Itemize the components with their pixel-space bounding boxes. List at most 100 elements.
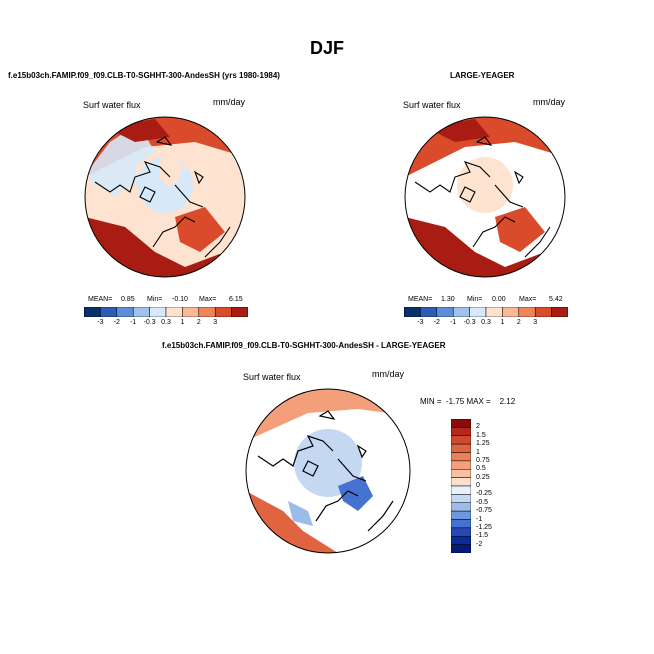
colorbar-swatch bbox=[534, 307, 552, 317]
panel1-units: mm/day bbox=[213, 97, 246, 107]
colorbar-tick-label: -3 bbox=[97, 319, 104, 326]
colorbar-swatch bbox=[214, 307, 232, 317]
colorbar-tick-label: 0.25 bbox=[476, 473, 490, 481]
colorbar-tick-label: -1 bbox=[130, 319, 137, 326]
north-america-field bbox=[87, 129, 155, 197]
colorbar-swatch bbox=[100, 307, 118, 317]
colorbar-swatch bbox=[451, 494, 471, 503]
colorbar-swatch bbox=[198, 307, 216, 317]
panel2-min-label: Min= bbox=[467, 296, 483, 303]
colorbar-swatch bbox=[116, 307, 134, 317]
colorbar-tick-label: 3 bbox=[213, 319, 218, 326]
map-field bbox=[246, 389, 410, 553]
panel3-colorbar bbox=[451, 419, 471, 553]
panel1-polar-map bbox=[84, 116, 246, 278]
colorbar-swatch bbox=[451, 485, 471, 495]
colorbar-tick-label: 1 bbox=[500, 319, 505, 326]
colorbar-tick-label: -0.3 bbox=[143, 319, 156, 326]
colorbar-tick-label: 1 bbox=[180, 319, 185, 326]
colorbar-tick-label: 0.3 bbox=[161, 319, 171, 326]
islands bbox=[302, 410, 367, 477]
panel2-units: mm/day bbox=[533, 97, 566, 107]
pacific-positive-anomaly bbox=[246, 389, 410, 441]
map-border bbox=[404, 116, 566, 278]
colorbar-tick-label: 2 bbox=[476, 423, 480, 431]
colorbar-swatch bbox=[451, 460, 471, 470]
colorbar-swatch bbox=[451, 469, 471, 478]
colorbar-tick-label: -0.3 bbox=[463, 319, 476, 326]
panel3-units: mm/day bbox=[372, 369, 405, 379]
colorbar-tick-label: -3 bbox=[417, 319, 424, 326]
colorbar-tick-label: -1.5 bbox=[476, 532, 489, 540]
colorbar-swatch bbox=[485, 307, 503, 317]
colorbar-tick-label: -1 bbox=[476, 515, 483, 523]
panel3-variable: Surf water flux bbox=[243, 372, 301, 382]
greenland-field bbox=[159, 155, 183, 187]
map-field bbox=[85, 117, 245, 277]
panel1-min-value: -0.10 bbox=[172, 296, 188, 303]
colorbar-swatch bbox=[451, 435, 471, 445]
colorbar-swatch bbox=[149, 307, 167, 317]
colorbar-tick-label: -0.5 bbox=[476, 498, 489, 506]
colorbar-swatch bbox=[132, 307, 150, 317]
colorbar-swatch bbox=[551, 307, 568, 317]
panel1-max-label: Max= bbox=[199, 296, 217, 303]
colorbar-swatch bbox=[451, 502, 471, 512]
colorbar-swatch bbox=[502, 307, 520, 317]
panel1-colorbar-ticks: -3 -2 -1 -0.3 0.3 1 2 3 bbox=[84, 319, 248, 329]
colorbar-tick-label: 3 bbox=[533, 319, 538, 326]
colorbar-swatch bbox=[182, 307, 200, 317]
colorbar-swatch bbox=[165, 307, 183, 317]
panel2-variable: Surf water flux bbox=[403, 100, 461, 110]
map-border bbox=[84, 116, 246, 278]
colorbar-swatch bbox=[451, 544, 471, 553]
arctic-low-flux bbox=[457, 157, 513, 213]
colorbar-tick-label: 0 bbox=[476, 482, 480, 489]
arctic-negative-anomaly bbox=[294, 429, 362, 497]
colorbar-swatch bbox=[231, 307, 248, 317]
colorbar-tick-label: 2 bbox=[196, 319, 201, 326]
coastline bbox=[94, 161, 231, 258]
colorbar-swatch bbox=[452, 307, 470, 317]
colorbar-swatch bbox=[451, 477, 471, 487]
panel3-minmax: MIN = -1.75 MAX = 2.12 bbox=[420, 397, 516, 406]
colorbar-tick-label: 1 bbox=[476, 448, 480, 456]
map-border bbox=[245, 388, 411, 554]
panel2-polar-map bbox=[404, 116, 566, 278]
panel2-mean-value: 1.30 bbox=[441, 296, 455, 303]
colorbar-swatch bbox=[451, 536, 471, 545]
colorbar-tick-label: 2 bbox=[516, 319, 521, 326]
colorbar-swatch bbox=[469, 307, 487, 317]
panel1-max-value: 6.15 bbox=[229, 296, 243, 303]
coastline bbox=[257, 434, 394, 532]
islands bbox=[139, 136, 204, 203]
colorbar-swatch bbox=[518, 307, 536, 317]
figure-title: DJF bbox=[309, 38, 344, 58]
colorbar-tick-label: 0.75 bbox=[476, 456, 490, 464]
atlantic-high-flux bbox=[405, 217, 565, 277]
colorbar-swatch bbox=[451, 419, 471, 428]
panel1-mean-value: 0.85 bbox=[121, 296, 135, 303]
colorbar-tick-label: -0.75 bbox=[476, 507, 492, 515]
panel2-max-value: 5.42 bbox=[549, 296, 563, 303]
labrador-negative-anomaly bbox=[288, 501, 313, 526]
panel3-polar-map bbox=[245, 388, 411, 554]
right-panel-header: LARGE-YEAGER bbox=[450, 71, 515, 80]
panel2-colorbar bbox=[404, 307, 568, 317]
colorbar-tick-label: -2 bbox=[113, 319, 120, 326]
colorbar-swatch bbox=[451, 519, 471, 529]
nordic-negative-anomaly bbox=[338, 476, 373, 511]
colorbar-swatch bbox=[451, 527, 471, 537]
colorbar-swatch bbox=[420, 307, 438, 317]
colorbar-tick-label: -2 bbox=[476, 540, 483, 548]
panel2-colorbar-ticks: -3 -2 -1 -0.3 0.3 1 2 3 bbox=[404, 319, 568, 329]
panel1-min-label: Min= bbox=[147, 296, 163, 303]
panel2-min-value: 0.00 bbox=[492, 296, 506, 303]
colorbar-tick-label: 0.5 bbox=[476, 465, 486, 473]
colorbar-tick-label: -2 bbox=[433, 319, 440, 326]
panel2-mean-label: MEAN= bbox=[408, 296, 433, 303]
colorbar-swatch bbox=[451, 427, 471, 436]
coastline bbox=[414, 161, 551, 258]
colorbar-swatch bbox=[451, 443, 471, 453]
islands bbox=[459, 136, 524, 203]
